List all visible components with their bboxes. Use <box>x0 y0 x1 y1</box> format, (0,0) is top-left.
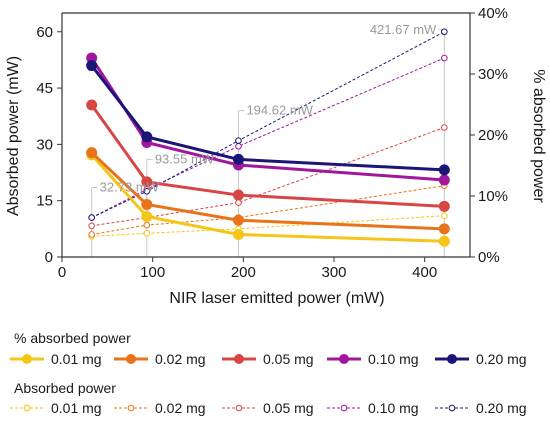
y-left-tick-label: 0 <box>45 249 53 266</box>
y-right-tick-label: 20% <box>478 127 508 144</box>
percent-series-point <box>232 214 244 226</box>
absorbed-series-line <box>91 127 445 227</box>
x-tick-label: 0 <box>58 264 66 281</box>
absorbed-series-point <box>143 230 151 237</box>
legend-absorbed-label: 0.05 mg <box>263 400 314 416</box>
absorbed-series-point <box>235 199 242 206</box>
absorbed-series-point <box>88 214 95 221</box>
legend-absorbed-swatch-marker <box>127 404 135 412</box>
legend-absorbed-title: Absorbed power <box>14 380 116 396</box>
percent-series-point <box>438 235 450 247</box>
percent-series-point <box>86 60 98 72</box>
y-left-tick-label: 60 <box>36 24 53 41</box>
percent-absorbed-series <box>86 52 450 247</box>
percent-series-point <box>141 131 153 143</box>
percent-series-point <box>438 223 450 235</box>
legend-absorbed-swatch-marker <box>448 404 456 412</box>
legend-percent-swatch-marker <box>339 354 349 364</box>
absorbed-series-point <box>441 124 448 131</box>
absorbed-series-point <box>88 222 95 230</box>
annotation-label: 32.73 mW <box>100 180 160 195</box>
axes: 0 100 200 300 400 0 15 30 45 60 0% 10% 20% 30% 40% <box>36 5 508 281</box>
legend-absorbed-swatch-marker <box>340 404 348 412</box>
absorbed-series-line <box>91 215 445 237</box>
absorbed-series-point <box>143 221 151 229</box>
absorbed-series-point <box>441 28 448 36</box>
percent-series-point <box>232 228 244 240</box>
legend-absorbed-swatch-marker <box>235 404 243 412</box>
annotations: 32.73 mW 93.55 mW 194.62 mW 421.67 mW <box>100 22 437 195</box>
legend-absorbed-label: 0.10 mg <box>368 400 419 416</box>
absorbed-series-line <box>91 31 445 219</box>
absorbed-series-point <box>441 212 448 220</box>
y-right-tick-label: 40% <box>478 5 508 22</box>
legend-absorbed-label: 0.02 mg <box>155 400 206 416</box>
annotation-label: 93.55 mW <box>155 151 215 166</box>
legend-percent-swatch-marker <box>447 354 457 364</box>
legend-absorbed-label: 0.01 mg <box>51 400 102 416</box>
percent-series-line <box>90 153 445 243</box>
percent-series-point <box>141 198 153 210</box>
x-tick-label: 400 <box>412 264 437 281</box>
percent-series-point <box>86 99 98 111</box>
legend-percent-label: 0.05 mg <box>263 351 314 367</box>
percent-series-point <box>141 176 153 188</box>
legend-percent-label: 0.20 mg <box>476 351 527 367</box>
legend-absorbed-label: 0.20 mg <box>476 400 527 416</box>
annotation-label: 421.67 mW <box>370 22 437 37</box>
percent-series-point <box>438 174 450 186</box>
percent-series-point <box>438 200 450 212</box>
absorbed-series-point <box>143 188 151 195</box>
absorbed-series-point <box>235 137 242 144</box>
legend: % absorbed power Absorbed power 0.01 mg 0… <box>10 330 527 416</box>
legend-percent-label: 0.01 mg <box>51 351 102 367</box>
percent-series-line <box>90 104 445 208</box>
x-axis-title: NIR laser emitted power (mW) <box>169 290 384 307</box>
legend-percent-swatch-marker <box>234 354 244 364</box>
legend-percent-swatch-marker <box>22 354 32 364</box>
absorbed-series-point <box>441 54 448 62</box>
x-tick-label: 200 <box>231 264 256 281</box>
percent-series-point <box>141 210 153 222</box>
y-left-tick-label: 30 <box>36 136 53 153</box>
percent-series-point <box>232 189 244 201</box>
percent-series-point <box>438 164 450 176</box>
y-right-tick-label: 0% <box>478 249 500 266</box>
x-tick-label: 300 <box>321 264 346 281</box>
absorbed-series-point <box>88 231 95 238</box>
legend-percent-label: 0.02 mg <box>155 351 206 367</box>
y-right-tick-label: 30% <box>478 66 508 83</box>
percent-series-point <box>232 153 244 165</box>
legend-percent-swatch-marker <box>126 354 136 364</box>
y-left-tick-label: 15 <box>36 193 53 210</box>
absorbed-series-line <box>91 57 445 219</box>
legend-percent-title: % absorbed power <box>14 330 131 346</box>
y-axis-right-title: % absorbed power <box>530 69 547 203</box>
y-right-tick-label: 10% <box>478 188 508 205</box>
legend-percent-label: 0.10 mg <box>368 351 419 367</box>
y-axis-left-title: Absorbed power (mW) <box>5 56 22 216</box>
percent-series-point <box>86 147 98 159</box>
absorbed-series-point <box>235 142 242 150</box>
y-left-tick-label: 45 <box>36 80 53 97</box>
percent-series-line <box>90 151 445 231</box>
legend-absorbed-swatch-marker <box>23 404 31 412</box>
x-tick-label: 100 <box>140 264 165 281</box>
percent-series-line <box>90 64 445 172</box>
annotation-label: 194.62 mW <box>246 103 313 118</box>
